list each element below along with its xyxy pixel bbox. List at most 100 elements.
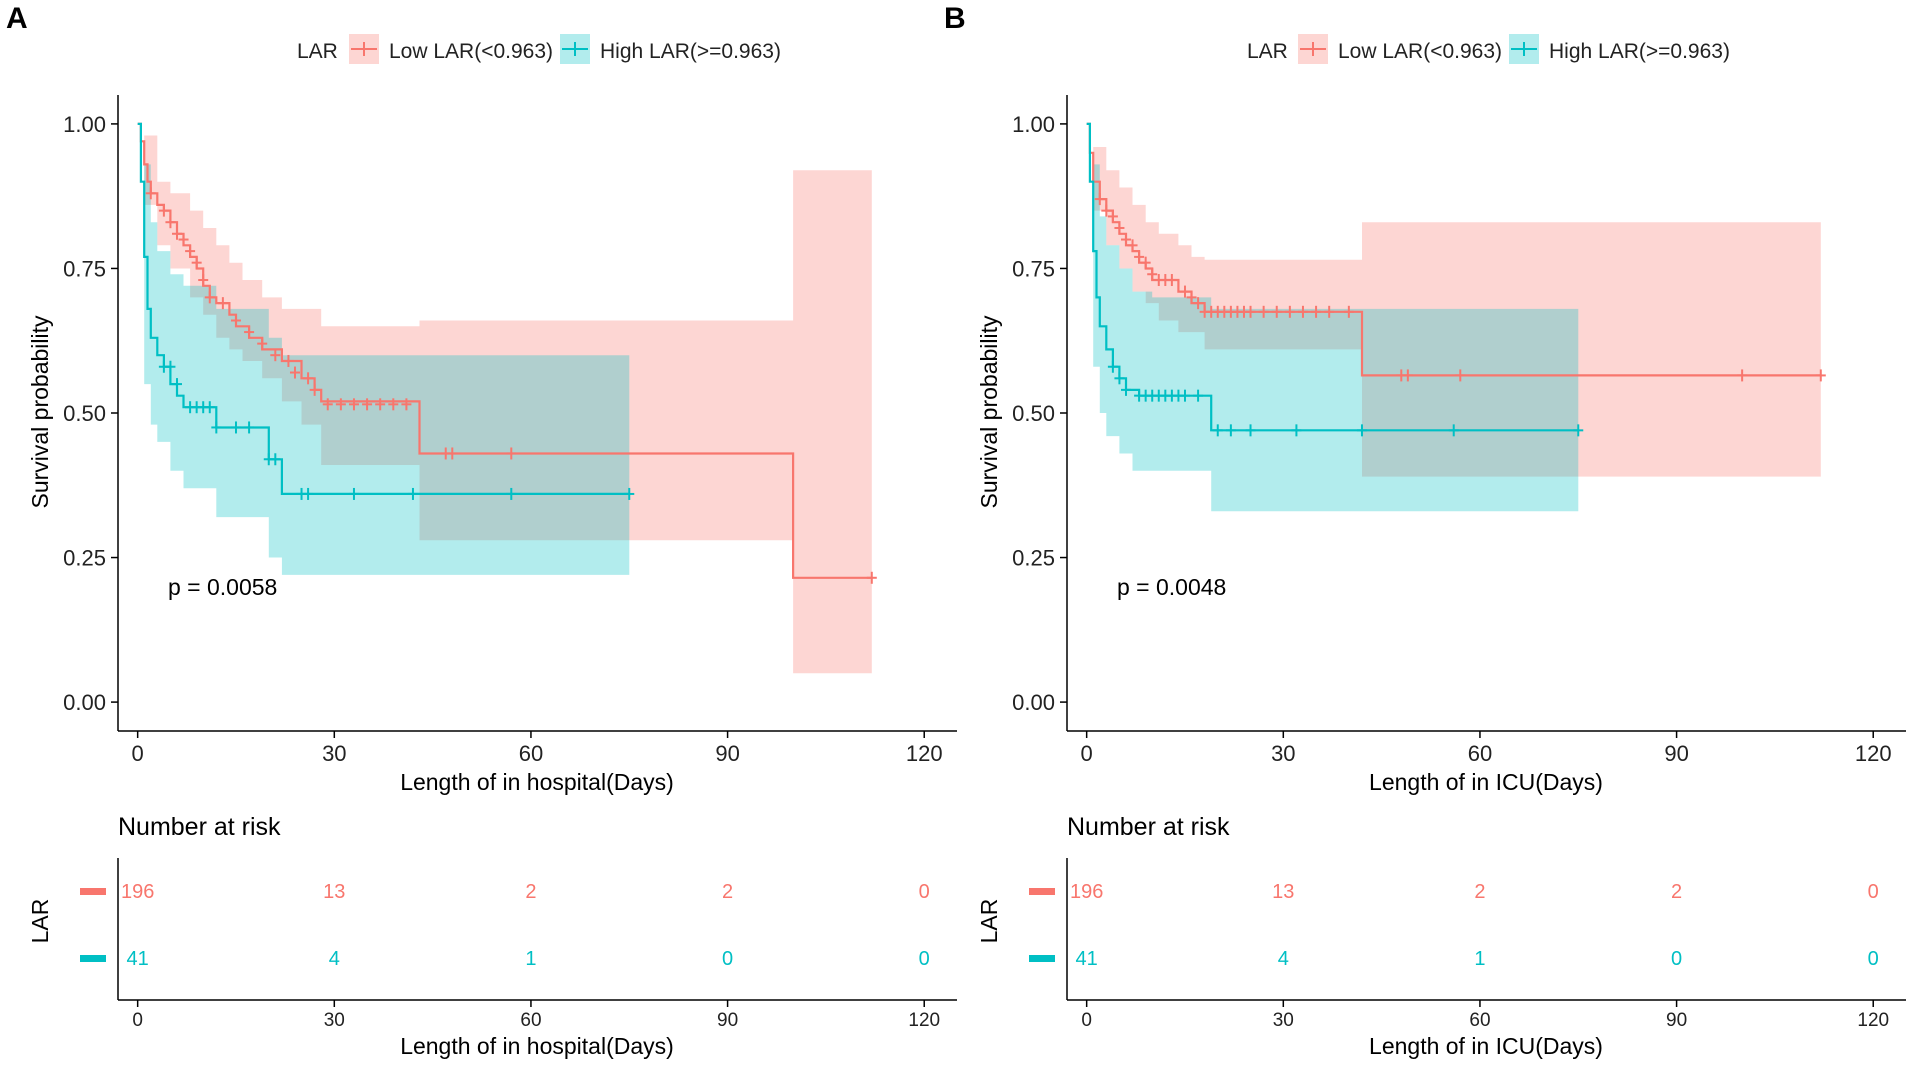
y-tick-label: 0.25 [63, 546, 106, 571]
risk-count: 2 [722, 881, 733, 903]
censor-mark-high [1356, 424, 1367, 437]
plot-layer [137, 122, 877, 674]
censor-mark-low [447, 447, 458, 460]
p-value: p = 0.0058 [168, 574, 277, 600]
censor-mark-low [1134, 250, 1145, 263]
risk-x-tick-label: 60 [1469, 1010, 1490, 1031]
risk-count: 2 [525, 881, 536, 903]
censor-mark-low [1271, 305, 1282, 318]
y-tick-label: 0.50 [1012, 401, 1055, 426]
panel-a: A LAR Low LAR(<0.963) High LAR(>=0.963) … [6, 2, 957, 1059]
censor-mark-high [204, 401, 215, 414]
risk-count: 1 [525, 948, 536, 970]
censor-mark-low [257, 337, 268, 350]
censor-mark-low [1737, 369, 1748, 382]
censor-mark-low [303, 372, 314, 385]
risk-x-tick-label: 90 [717, 1010, 738, 1031]
risk-table-x-label: Length of in ICU(Days) [1369, 1033, 1603, 1059]
censor-mark-low [1455, 369, 1466, 382]
y-tick-label: 0.25 [1012, 546, 1055, 571]
risk-table: Number at risk LAR 196 13 2 2 041 4 1 0 00 30 60 90… [27, 813, 957, 1059]
legend-title: LAR [297, 40, 338, 63]
risk-x-tick-label: 0 [132, 1010, 143, 1031]
censor-mark-low [198, 274, 209, 287]
risk-x-tick-label: 120 [908, 1010, 940, 1031]
censor-mark-high [407, 487, 418, 500]
censor-mark-low [401, 398, 412, 411]
censor-mark-high [1245, 424, 1256, 437]
censor-mark-high [171, 378, 182, 391]
axis-ticks: 0.00 0.25 0.50 0.75 1.00 0 30 60 90 120 [1012, 112, 1891, 766]
y-tick-label: 1.00 [1012, 112, 1055, 137]
legend: LAR Low LAR(<0.963) High LAR(>=0.963) [297, 34, 781, 64]
censor-mark-high [506, 487, 517, 500]
ci-band-high [1086, 123, 1579, 512]
censor-mark-low [1179, 285, 1190, 298]
risk-key-high [1029, 955, 1055, 962]
censor-mark-low [1297, 305, 1308, 318]
legend-low-label: Low LAR(<0.963) [389, 40, 553, 63]
risk-x-tick-label: 0 [1081, 1010, 1092, 1031]
censor-mark-low [1114, 221, 1125, 234]
x-axis-label: Length of in ICU(Days) [1369, 769, 1603, 795]
censor-mark-high [1120, 383, 1131, 396]
risk-x-tick-label: 60 [520, 1010, 541, 1031]
censor-mark-high [270, 453, 281, 466]
censor-mark-low [158, 204, 169, 217]
censor-mark-low [191, 256, 202, 269]
censor-mark-high [1179, 389, 1190, 402]
ci-band-low [137, 123, 872, 674]
ci-band-high [137, 123, 630, 575]
x-tick-label: 0 [132, 741, 144, 766]
censor-mark-low [1324, 305, 1335, 318]
censor-mark-low [178, 233, 189, 246]
risk-count: 0 [1671, 948, 1682, 970]
y-tick-label: 0.50 [63, 401, 106, 426]
risk-count: 13 [323, 881, 345, 903]
censor-mark-high [1193, 389, 1204, 402]
panel-b: B LAR Low LAR(<0.963) High LAR(>=0.963) … [944, 2, 1906, 1059]
risk-table-x-label: Length of in hospital(Days) [400, 1033, 674, 1059]
censor-mark-low [1166, 274, 1177, 287]
risk-table-title: Number at risk [1067, 813, 1230, 841]
risk-key-high [80, 955, 106, 962]
x-tick-label: 60 [519, 741, 543, 766]
censor-mark-low [1147, 268, 1158, 281]
risk-count: 0 [1868, 948, 1879, 970]
x-tick-label: 90 [715, 741, 739, 766]
ci-band-low [1086, 123, 1821, 477]
censor-mark-high [303, 487, 314, 500]
x-tick-label: 120 [1855, 741, 1892, 766]
x-tick-label: 0 [1081, 741, 1093, 766]
censor-mark-high [1225, 424, 1236, 437]
risk-table-title: Number at risk [118, 813, 281, 841]
risk-count: 196 [121, 881, 154, 903]
risk-count: 196 [1070, 881, 1103, 903]
legend-high-label: High LAR(>=0.963) [1549, 40, 1730, 63]
censor-mark-low [866, 571, 877, 584]
censor-mark-low [348, 398, 359, 411]
y-axis-label: Survival probability [27, 315, 53, 509]
censor-mark-high [244, 421, 255, 434]
risk-table-y-label: LAR [976, 899, 1002, 944]
censor-mark-low [1258, 305, 1269, 318]
risk-key-low [1029, 888, 1055, 895]
y-axis-label: Survival probability [976, 315, 1002, 509]
censor-mark-high [230, 421, 241, 434]
censor-mark-low [375, 398, 386, 411]
censor-mark-low [335, 398, 346, 411]
risk-count: 41 [1076, 948, 1098, 970]
censor-mark-low [1140, 256, 1151, 269]
censor-mark-low [1311, 305, 1322, 318]
risk-count: 4 [1278, 948, 1289, 970]
km-plot: 0.00 0.25 0.50 0.75 1.00 0 30 60 90 120 Length of… [976, 95, 1906, 795]
risk-x-tick-label: 30 [1273, 1010, 1294, 1031]
censor-mark-low [1402, 369, 1413, 382]
censor-mark-low [1186, 291, 1197, 304]
censor-mark-low [362, 398, 373, 411]
risk-count: 2 [1671, 881, 1682, 903]
censor-mark-low [204, 291, 215, 304]
y-tick-label: 0.75 [1012, 256, 1055, 281]
legend-title: LAR [1247, 40, 1288, 63]
censor-mark-high [348, 487, 359, 500]
